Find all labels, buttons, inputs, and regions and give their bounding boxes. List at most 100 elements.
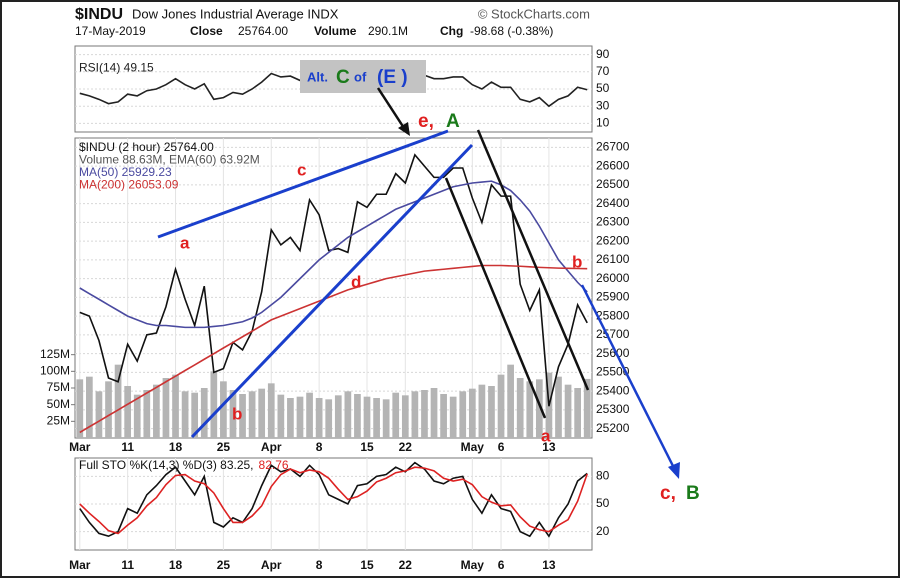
y-tick-label: 20 <box>596 524 610 538</box>
series-line <box>79 466 588 535</box>
y-tick-label: 25700 <box>596 327 630 341</box>
volume-bar <box>306 392 313 438</box>
x-tick-label: May <box>461 440 485 454</box>
series-line <box>79 264 588 434</box>
y-tick-label: 25600 <box>596 346 630 360</box>
volume-bar <box>488 386 495 438</box>
y-tick-label: 25800 <box>596 308 630 322</box>
y-tick-label: 80 <box>596 469 610 483</box>
volume-bar <box>334 395 342 438</box>
volume-bar <box>172 374 179 438</box>
volume-bar <box>287 398 294 438</box>
channel-line <box>444 177 547 419</box>
close-label: Close <box>190 24 223 38</box>
volume-bar <box>574 388 581 438</box>
x-tick-label: 13 <box>542 558 556 572</box>
volume-bar <box>497 374 505 438</box>
volume-bar <box>220 381 227 438</box>
symbol: $INDU <box>75 6 123 23</box>
y-tick-label: 26700 <box>596 140 630 154</box>
volume-bar <box>143 390 151 438</box>
volume-bar <box>555 376 562 438</box>
y-tick-label: 70 <box>596 64 610 78</box>
y-tick-label: 26600 <box>596 158 630 172</box>
volume-bar <box>153 384 160 438</box>
y2-tick-label: 50M <box>47 397 70 411</box>
volume-bar <box>535 379 543 438</box>
volume-bar <box>162 378 170 438</box>
x-tick-label: 25 <box>217 440 231 454</box>
x-tick-label: Mar <box>69 440 91 454</box>
x-tick-label: 8 <box>316 558 323 572</box>
volume-bar <box>124 386 132 438</box>
legend-entry: MA(50) 25929.23 <box>79 165 172 179</box>
annotation-box <box>300 60 426 93</box>
y-tick-label: 50 <box>596 81 610 95</box>
y2-tick-label: 75M <box>47 380 70 394</box>
y2-tick-label: 100M <box>40 364 70 378</box>
volume-bar <box>507 364 514 438</box>
volume-bar <box>449 396 457 438</box>
annotation: of <box>354 69 367 84</box>
x-tick-label: 11 <box>121 440 134 454</box>
volume-bar <box>401 395 409 438</box>
volume-bar <box>114 364 122 438</box>
y-tick-label: 26000 <box>596 271 630 285</box>
pointer <box>376 87 406 129</box>
volume-bar <box>373 398 380 438</box>
volume: 290.1M <box>368 24 408 38</box>
volume-bar <box>229 390 237 438</box>
y-tick-label: 25500 <box>596 365 630 379</box>
y-tick-label: 25200 <box>596 421 630 435</box>
y-tick-label: 26500 <box>596 177 630 191</box>
volume-bar <box>344 391 352 438</box>
legend-entry: MA(200) 26053.09 <box>79 178 179 192</box>
annotation: A <box>446 111 460 132</box>
y-tick-label: 25300 <box>596 402 630 416</box>
volume-bar <box>76 379 84 438</box>
close: 25764.00 <box>238 24 288 38</box>
annotation: a <box>180 233 190 252</box>
y-tick-label: 25400 <box>596 383 630 397</box>
annotation: C <box>336 67 350 88</box>
y-tick-label: 10 <box>596 116 610 130</box>
volume-bar <box>325 399 333 438</box>
volume-bar <box>478 384 486 438</box>
legend-entry: Volume 88.63M, EMA(60) 63.92M <box>79 153 260 167</box>
annotation: d <box>351 272 361 291</box>
annotation: (E ) <box>377 67 408 88</box>
volume-bar <box>392 392 400 438</box>
volume-bar <box>564 384 572 438</box>
volume-bar <box>105 381 112 438</box>
projection <box>580 284 676 469</box>
trend-line <box>190 143 474 439</box>
volume-label: Volume <box>314 24 357 38</box>
x-tick-label: May <box>461 558 485 572</box>
volume-bar <box>191 392 199 438</box>
annotation: b <box>572 252 582 271</box>
volume-bar <box>315 398 323 438</box>
volume-bar <box>267 383 275 438</box>
volume-bar <box>354 394 361 438</box>
legend-entry: $INDU (2 hour) 25764.00 <box>79 140 214 154</box>
series-line <box>79 461 588 538</box>
x-tick-label: 18 <box>169 558 183 572</box>
y2-tick-label: 25M <box>47 414 70 428</box>
annotation: c, <box>660 483 676 504</box>
trend-line <box>157 129 449 239</box>
volume-bar <box>210 371 218 438</box>
instrument-name: Dow Jones Industrial Average INDX <box>132 6 339 21</box>
annotation: B <box>686 483 700 504</box>
annotation: c <box>297 160 306 179</box>
volume-bar <box>277 394 285 438</box>
y-tick-label: 30 <box>596 98 610 112</box>
x-tick-label: 25 <box>217 558 231 572</box>
volume-bar <box>86 376 93 438</box>
volume-bar <box>248 391 256 438</box>
volume-bar <box>430 388 438 438</box>
volume-bar <box>239 394 246 438</box>
x-tick-label: Apr <box>261 558 282 572</box>
legend-entry: Full STO %K(14,3) %D(3) 83.25, <box>79 458 254 472</box>
